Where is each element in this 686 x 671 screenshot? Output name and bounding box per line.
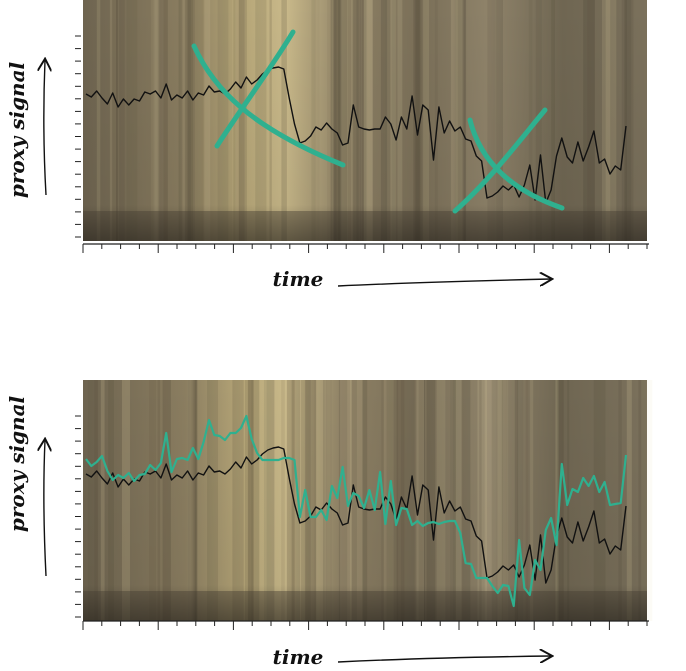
- rock-texture-background: [83, 0, 647, 241]
- axes: [75, 415, 649, 630]
- chart-panel-bottom: proxy signal time: [0, 336, 686, 671]
- proxy-series-black: [85, 446, 627, 584]
- rock-texture-background: [83, 380, 653, 621]
- rock-shade: [83, 380, 647, 621]
- black-series-line: [85, 66, 627, 204]
- y-axis-arrow: [44, 60, 46, 196]
- x-axis-label: time: [273, 645, 324, 669]
- x-axis-arrow: [337, 279, 551, 287]
- chart-panel-top: proxy signal time: [0, 0, 686, 335]
- axes: [75, 35, 649, 253]
- cross-stroke: [214, 29, 296, 149]
- y-axis-label: proxy signal: [5, 61, 29, 198]
- cross-stroke: [452, 107, 548, 214]
- y-axis-label: proxy signal: [5, 395, 29, 532]
- x-axis-label: time: [273, 267, 324, 291]
- chart-svg-bottom: proxy signal time: [5, 380, 653, 669]
- cross-out-marks: [191, 29, 565, 214]
- cross-stroke: [467, 117, 565, 211]
- black-series-line: [85, 446, 627, 584]
- proxy-series-black: [85, 66, 627, 204]
- y-axis-arrow: [44, 440, 46, 577]
- teal-series-line: [85, 414, 628, 608]
- x-axis-arrow: [337, 656, 551, 662]
- chart-svg-top: proxy signal time: [5, 0, 649, 291]
- rock-shade: [83, 0, 647, 241]
- proxy-series-teal: [85, 414, 628, 608]
